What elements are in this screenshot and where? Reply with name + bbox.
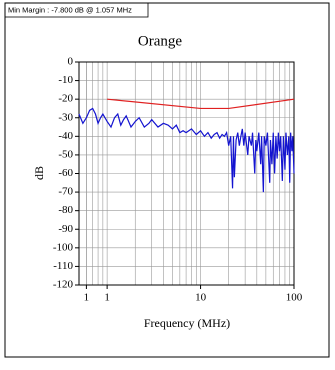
y-tick-label: -60 bbox=[58, 167, 73, 179]
y-tick-label: -70 bbox=[58, 186, 73, 198]
x-tick-label: 1 bbox=[84, 292, 90, 304]
y-tick-label: -90 bbox=[58, 223, 73, 235]
y-axis-label: dB bbox=[32, 166, 46, 180]
y-tick-label: -120 bbox=[53, 279, 74, 291]
x-axis-label: Frequency (MHz) bbox=[144, 316, 230, 330]
header: Min Margin : -7.800 dB @ 1.057 MHz bbox=[8, 5, 132, 14]
x-tick-label: 100 bbox=[286, 292, 303, 304]
series-line bbox=[78, 107, 295, 193]
frame bbox=[4, 2, 330, 358]
y-tick-label: -30 bbox=[58, 111, 73, 123]
y-tick-label: -100 bbox=[53, 241, 74, 253]
x-tick-label: 1 bbox=[104, 292, 110, 304]
y-tick-label: -50 bbox=[58, 148, 73, 160]
y-tick-label: -40 bbox=[58, 130, 73, 142]
y-tick-label: -80 bbox=[58, 204, 73, 216]
header-box bbox=[4, 2, 149, 18]
series-line bbox=[107, 98, 295, 110]
y-tick-label: -10 bbox=[58, 74, 73, 86]
x-tick-label: 10 bbox=[195, 292, 207, 304]
y-tick-label: -20 bbox=[58, 93, 73, 105]
y-tick-label: -110 bbox=[53, 260, 73, 272]
y-tick-label: 0 bbox=[68, 56, 74, 68]
chart-title: Orange bbox=[138, 33, 182, 49]
